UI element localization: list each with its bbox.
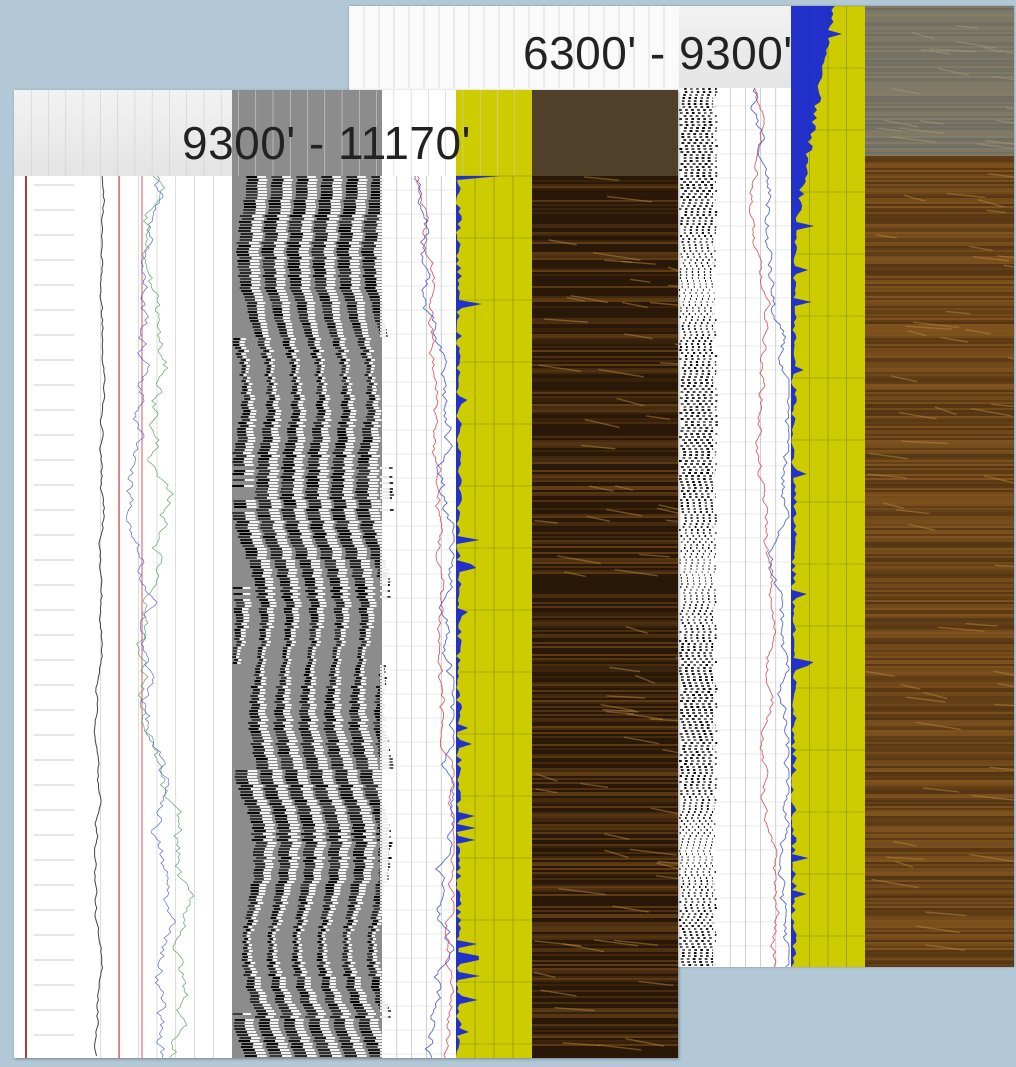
log-curves-back (363, 6, 1014, 967)
log-curves-front (25, 90, 678, 1058)
depth-range-label: 6300' - 9300' (523, 27, 793, 79)
log-panel-9300-11170: 9300' - 11170' (14, 90, 678, 1058)
depth-range-label: 9300' - 11170' (182, 117, 471, 169)
log-panel-6300-9300: 6300' - 9300' (349, 6, 1014, 967)
